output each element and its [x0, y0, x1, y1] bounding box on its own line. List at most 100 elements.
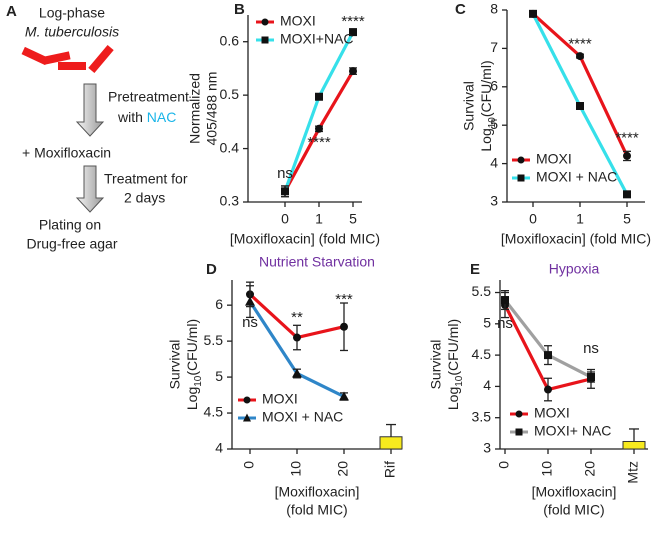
x-axis-label: [Moxifloxacin]: [275, 484, 360, 500]
marker: [544, 351, 552, 360]
label-nac: NAC: [147, 109, 177, 125]
legend-label: MOXI+ NAC: [534, 423, 611, 439]
x-tick-label: 10: [288, 461, 304, 477]
y-tick-label: 7: [490, 39, 498, 55]
y-tick-label: 6: [215, 296, 223, 312]
marker: [544, 385, 552, 394]
annotation: ns: [583, 340, 599, 357]
y-axis-label-part: Log: [445, 387, 461, 410]
chart-title: Hypoxia: [549, 261, 600, 277]
x-tick-label: 0: [496, 461, 512, 469]
legend-label: MOXI: [280, 13, 316, 29]
y-tick-label: 5.5: [204, 332, 224, 348]
marker: [623, 151, 631, 160]
label: + Moxifloxacin: [22, 145, 111, 161]
y-tick-label: 6: [490, 78, 498, 94]
y-axis-label-part: (CFU/ml): [478, 60, 494, 117]
panel-a: A Log-phase M. tuberculosis Pretreatment…: [6, 3, 189, 252]
y-tick-label: 5.5: [472, 283, 492, 299]
y-tick-label: 4: [215, 440, 223, 456]
annotation: ****: [307, 134, 331, 151]
x-tick-label: Mtz: [625, 461, 641, 484]
marker: [315, 124, 323, 133]
label: with: [117, 109, 147, 125]
x-axis-label: [Moxifloxacin] (fold MIC): [501, 231, 651, 247]
annotation: ns: [277, 165, 293, 182]
marker: [349, 28, 357, 37]
x-axis-label: (fold MIC): [286, 502, 347, 518]
x-tick-label: 1: [576, 211, 584, 227]
y-axis-label-part: 10: [487, 117, 498, 129]
y-tick-label: 4: [490, 154, 498, 170]
panel-letter: D: [206, 261, 217, 278]
bacterium: [58, 62, 86, 70]
marker: [293, 333, 301, 342]
annotation: ns: [242, 314, 258, 331]
y-axis-label: Log10(CFU/ml): [445, 319, 465, 410]
marker: [349, 67, 357, 76]
y-tick-label: 3: [483, 440, 491, 456]
label: Plating on: [39, 217, 101, 233]
x-tick-label: 1: [315, 211, 323, 227]
marker: [340, 322, 348, 331]
annotation: ****: [615, 130, 639, 147]
x-tick-label: 0: [281, 211, 289, 227]
marker: [587, 373, 595, 382]
arrow: [75, 83, 105, 137]
y-tick-label: 4.5: [472, 346, 492, 362]
legend-marker: [515, 428, 523, 436]
x-tick-label: 5: [349, 211, 357, 227]
y-axis-label: Survival: [461, 81, 477, 131]
y-axis-label: Survival: [167, 340, 183, 390]
marker: [501, 296, 509, 305]
x-tick-label: 20: [582, 461, 598, 477]
y-tick-label: 4: [483, 377, 491, 393]
marker: [339, 391, 349, 401]
bar: [379, 436, 403, 450]
y-tick-label: 5: [215, 368, 223, 384]
series-line: [283, 31, 355, 192]
label: Log-phase: [39, 5, 105, 21]
label: 2 days: [124, 190, 165, 206]
legend-label: MOXI + NAC: [536, 169, 617, 185]
marker: [281, 187, 289, 196]
annotation: ***: [335, 291, 353, 308]
marker: [245, 296, 255, 306]
annotation: **: [291, 309, 303, 326]
bacterium: [88, 44, 114, 74]
y-tick-label: 0.5: [220, 86, 240, 102]
legend-marker: [517, 156, 525, 164]
bar: [622, 440, 646, 450]
y-tick-label: 5: [483, 315, 491, 331]
legend-label: MOXI: [262, 391, 298, 407]
x-tick-label: Rif: [382, 461, 398, 478]
panel-letter: C: [455, 1, 466, 18]
y-axis-label: Normalized: [187, 73, 203, 144]
y-tick-label: 4.5: [204, 404, 224, 420]
marker: [315, 92, 323, 101]
legend-marker: [515, 410, 523, 418]
y-tick-label: 5: [490, 116, 498, 132]
marker: [576, 102, 584, 110]
x-axis-label: [Moxifloxacin] (fold MIC): [230, 231, 380, 247]
x-tick-label: 0: [529, 211, 537, 227]
marker: [292, 368, 302, 378]
y-tick-label: 8: [490, 1, 498, 17]
y-tick-label: 0.4: [220, 139, 240, 155]
y-axis-label: Log10(CFU/ml): [478, 60, 498, 151]
bacterium: [21, 46, 49, 66]
x-axis-label: (fold MIC): [543, 502, 604, 518]
label: with NAC: [117, 109, 176, 125]
arrow: [75, 165, 105, 213]
y-axis-label-part: Log: [184, 387, 200, 410]
legend-label: MOXI + NAC: [262, 409, 343, 425]
label: Treatment for: [104, 171, 188, 187]
y-axis-label-part: Log: [478, 128, 494, 151]
y-axis-label: 405/488 nm: [204, 72, 220, 146]
y-axis-label-part: 10: [193, 375, 204, 387]
annotation: ****: [568, 36, 592, 53]
y-tick-label: 3: [490, 193, 498, 209]
